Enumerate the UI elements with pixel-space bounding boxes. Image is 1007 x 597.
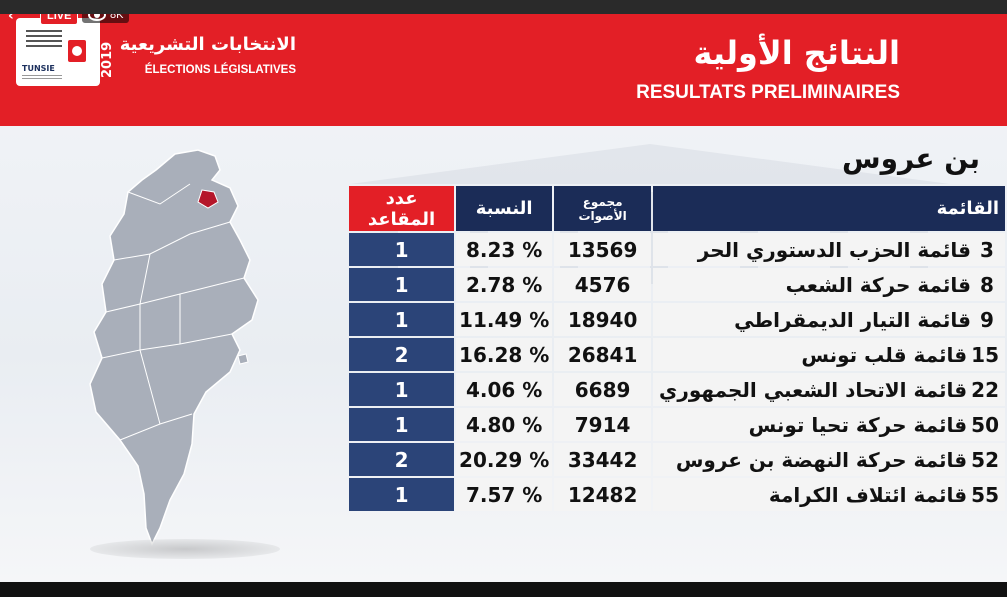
election-title-ar: الانتخابات التشريعية — [119, 34, 296, 55]
table-row: 1 11.49 % 18940 9 قائمة التيار الديمقراطي — [349, 303, 1005, 336]
list-cell: 9 قائمة التيار الديمقراطي — [652, 303, 1005, 336]
results-table: عدد المقاعد النسبة مجموع الأصوات القائمة… — [347, 184, 1007, 513]
list-cell: 3 قائمة الحزب الدستوري الحر — [652, 233, 1005, 266]
seats-cell: 1 — [349, 303, 455, 336]
table-row: 1 4.80 % 7914 50قائمة حركة تحيا تونس — [349, 408, 1005, 441]
table-row: 1 2.78 % 4576 8 قائمة حركة الشعب — [349, 268, 1005, 301]
ben-arous-highlight — [197, 189, 219, 209]
isie-logo: TUNSIE — [16, 18, 100, 86]
map-shadow — [90, 539, 280, 559]
list-number: 52 — [971, 447, 999, 472]
tunisia-map — [89, 149, 259, 546]
list-name: قائمة الاتحاد الشعبي الجمهوري — [658, 377, 968, 402]
percentage-cell: 4.80 % — [456, 408, 553, 441]
table-row: 1 4.06 % 6689 22قائمة الاتحاد الشعبي الج… — [349, 373, 1005, 406]
results-title-ar: النتائج الأولية — [693, 34, 900, 72]
top-strip — [0, 0, 1007, 14]
region-borders — [101, 183, 245, 441]
tunisia-map-shape — [89, 149, 259, 546]
percentage-cell: 11.49 % — [456, 303, 553, 336]
live-badge: LIVE — [40, 14, 79, 25]
djerba-island — [237, 353, 249, 365]
list-cell: 22قائمة الاتحاد الشعبي الجمهوري — [652, 373, 1005, 406]
seats-cell: 1 — [349, 373, 455, 406]
list-name: قائمة ائتلاف الكرامة — [768, 482, 968, 507]
broadcast-stage: TUNSIE 2019 الانتخابات التشريعية ÉLECTIO… — [0, 14, 1007, 582]
bottom-strip — [0, 582, 1007, 597]
list-cell: 8 قائمة حركة الشعب — [652, 268, 1005, 301]
logo-arabic-lines — [26, 30, 62, 50]
votes-cell: 26841 — [554, 338, 651, 371]
header-seats: عدد المقاعد — [349, 186, 455, 231]
table-header-row: عدد المقاعد النسبة مجموع الأصوات القائمة — [349, 186, 1005, 231]
votes-cell: 6689 — [554, 373, 651, 406]
list-number: 50 — [971, 412, 999, 437]
header-percentage: النسبة — [456, 186, 553, 231]
results-title-fr: RESULTATS PRELIMINAIRES — [636, 82, 900, 103]
logo-subtitle-lines — [22, 75, 62, 81]
table-row: 1 7.57 % 12482 55قائمة ائتلاف الكرامة — [349, 478, 1005, 511]
list-name: قائمة التيار الديمقراطي — [734, 307, 971, 332]
election-title-fr: ÉLECTIONS LÉGISLATIVES — [144, 64, 296, 76]
list-name: قائمة الحزب الدستوري الحر — [697, 237, 971, 262]
back-chevron-icon[interactable]: ‹ — [8, 14, 14, 24]
list-number: 22 — [971, 377, 999, 402]
seats-cell: 1 — [349, 268, 455, 301]
list-cell: 55قائمة ائتلاف الكرامة — [652, 478, 1005, 511]
logo-text: TUNSIE — [22, 64, 55, 73]
list-cell: 15قائمة قلب تونس — [652, 338, 1005, 371]
list-name: قائمة حركة الشعب — [785, 272, 971, 297]
header-votes: مجموع الأصوات — [554, 186, 651, 231]
votes-cell: 4576 — [554, 268, 651, 301]
list-name: قائمة حركة تحيا تونس — [748, 412, 968, 437]
tunisia-flag-icon — [68, 40, 86, 62]
list-cell: 52قائمة حركة النهضة بن عروس — [652, 443, 1005, 476]
seats-cell: 1 — [349, 408, 455, 441]
votes-cell: 18940 — [554, 303, 651, 336]
percentage-cell: 16.28 % — [456, 338, 553, 371]
seats-cell: 2 — [349, 443, 455, 476]
election-year: 2019 — [100, 41, 115, 79]
votes-cell: 13569 — [554, 233, 651, 266]
list-number: 15 — [971, 342, 999, 367]
seats-cell: 1 — [349, 478, 455, 511]
percentage-cell: 4.06 % — [456, 373, 553, 406]
list-number: 9 — [980, 307, 994, 332]
percentage-cell: 2.78 % — [456, 268, 553, 301]
percentage-cell: 20.29 % — [456, 443, 553, 476]
eye-icon — [88, 14, 106, 21]
votes-cell: 7914 — [554, 408, 651, 441]
table-row: 2 20.29 % 33442 52قائمة حركة النهضة بن ع… — [349, 443, 1005, 476]
region-name: بن عروس — [841, 142, 980, 175]
list-name: قائمة حركة النهضة بن عروس — [675, 447, 968, 472]
list-number: 55 — [971, 482, 999, 507]
percentage-cell: 8.23 % — [456, 233, 553, 266]
table-row: 1 8.23 % 13569 3 قائمة الحزب الدستوري الح… — [349, 233, 1005, 266]
percentage-cell: 7.57 % — [456, 478, 553, 511]
seats-cell: 1 — [349, 233, 455, 266]
list-name: قائمة قلب تونس — [801, 342, 968, 367]
list-cell: 50قائمة حركة تحيا تونس — [652, 408, 1005, 441]
viewer-count-value: 8K — [110, 14, 124, 21]
list-number: 8 — [980, 272, 994, 297]
votes-cell: 33442 — [554, 443, 651, 476]
seats-cell: 2 — [349, 338, 455, 371]
header-banner: TUNSIE 2019 الانتخابات التشريعية ÉLECTIO… — [0, 14, 1007, 126]
viewer-count: 8K — [82, 14, 130, 23]
votes-cell: 12482 — [554, 478, 651, 511]
list-number: 3 — [980, 237, 994, 262]
table-row: 2 16.28 % 26841 15قائمة قلب تونس — [349, 338, 1005, 371]
header-list: القائمة — [652, 186, 1005, 231]
